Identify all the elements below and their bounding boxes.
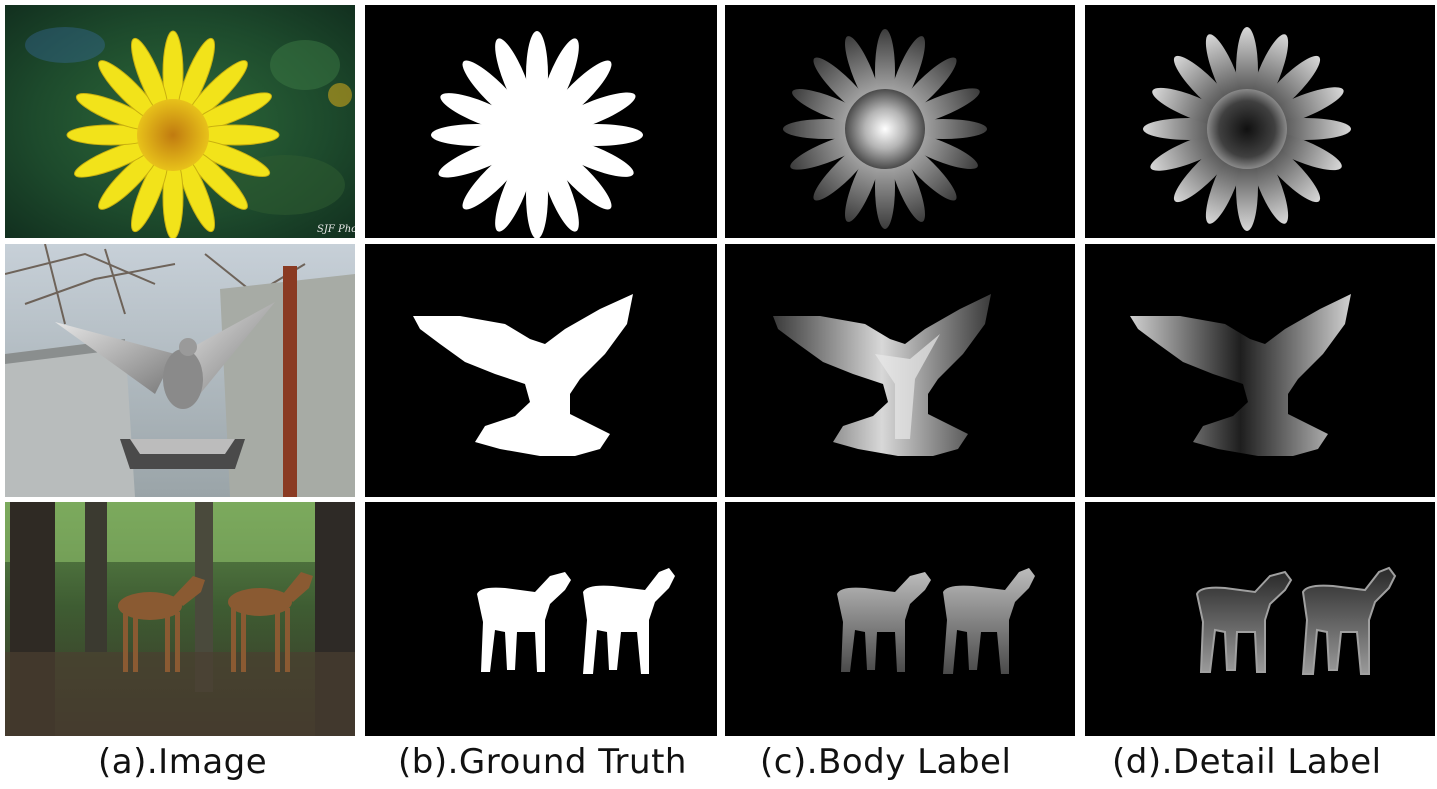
caption-detail-label: (d).Detail Label <box>1112 742 1382 782</box>
caption-ground-truth: (b).Ground Truth <box>398 742 687 782</box>
caption-body-label: (c).Body Label <box>760 742 1012 782</box>
pigeon-ground-truth <box>365 244 717 497</box>
pigeon-detail-label <box>1085 244 1435 497</box>
flower-image: SJF Photo <box>5 5 355 238</box>
flower-ground-truth <box>365 5 717 238</box>
pigeon-body-label <box>725 244 1075 497</box>
caption-row: (a).Image (b).Ground Truth (c).Body Labe… <box>0 740 1437 789</box>
flower-body-label <box>725 5 1075 238</box>
pigeon-image <box>5 244 355 497</box>
watermark: SJF Photo <box>317 224 355 235</box>
figure-grid: SJF Photo <box>5 5 1435 736</box>
fawns-body-label <box>725 502 1075 736</box>
fawns-image <box>5 502 355 736</box>
fawns-detail-label <box>1085 502 1435 736</box>
caption-image: (a).Image <box>98 742 268 782</box>
flower-detail-label <box>1085 5 1435 238</box>
fawns-ground-truth <box>365 502 717 736</box>
